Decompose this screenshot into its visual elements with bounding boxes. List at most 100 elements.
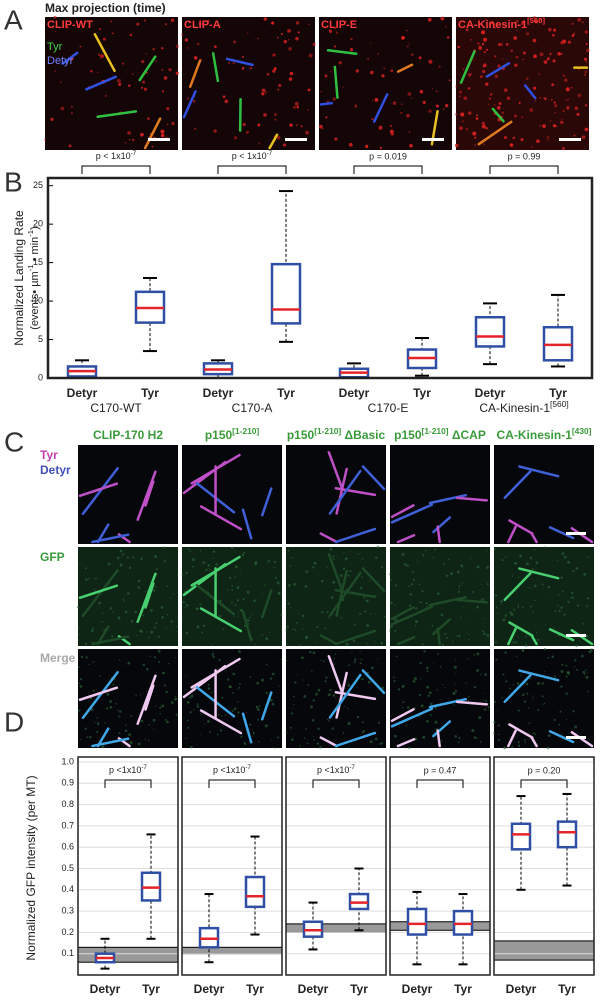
speckle [548, 27, 552, 32]
microtubule [507, 525, 517, 544]
speckle [159, 713, 162, 715]
speckle [518, 101, 521, 104]
y-tick-label: 15 [33, 257, 43, 267]
speckle [552, 59, 556, 63]
speckle [556, 560, 558, 562]
speckle [153, 728, 155, 730]
speckle [472, 131, 477, 136]
speckle [573, 33, 575, 35]
speckle [392, 676, 395, 679]
speckle [536, 139, 540, 143]
speckle [585, 669, 587, 672]
microtubule [319, 101, 334, 106]
speckle [529, 678, 531, 680]
text-segment: p150 [287, 428, 315, 442]
speckle [118, 82, 122, 87]
speckle [363, 596, 366, 599]
text-segment: • min [29, 237, 41, 265]
speckle [54, 70, 57, 72]
speckle [288, 77, 293, 81]
speckle [289, 123, 293, 127]
microtubule [91, 635, 130, 646]
speckle [442, 108, 445, 110]
column-title: p150[1-210] ΔCAP [394, 426, 486, 442]
speckle [86, 736, 89, 738]
speckle [575, 567, 579, 570]
speckle [50, 117, 54, 121]
speckle [483, 143, 485, 145]
speckle [500, 604, 502, 606]
speckle [374, 737, 378, 741]
speckle [92, 661, 95, 663]
y-tick-label: 0 [38, 372, 43, 382]
speckle [117, 616, 121, 620]
microtubule [428, 595, 467, 607]
speckle [90, 629, 94, 633]
speckle [533, 584, 537, 588]
microtubule [361, 669, 386, 695]
microtubule [182, 460, 227, 495]
speckle [370, 42, 372, 44]
bracket [217, 165, 287, 174]
speckle [494, 594, 498, 597]
image-label: CLIP-A [184, 19, 221, 31]
plot-bg [78, 757, 178, 975]
speckle [380, 641, 384, 645]
speckle [523, 700, 527, 703]
speckle [434, 548, 437, 551]
speckle [514, 561, 518, 565]
speckle [340, 616, 343, 619]
speckle [467, 623, 469, 625]
speckle [476, 669, 479, 672]
y-tick-label: 0.1 [61, 948, 74, 958]
speckle [229, 576, 232, 580]
speckle [348, 142, 353, 147]
micrograph [78, 547, 178, 646]
speckle [102, 37, 106, 41]
speckle [66, 26, 69, 29]
microtubule [144, 582, 155, 609]
speckle [347, 574, 350, 577]
speckle [576, 604, 579, 607]
speckle [239, 609, 243, 612]
speckle [500, 600, 503, 603]
speckle [324, 680, 327, 683]
speckle [186, 719, 189, 722]
speckle [512, 639, 515, 641]
speckle [554, 111, 557, 114]
speckle [420, 704, 424, 708]
speckle [481, 30, 486, 35]
speckle [390, 715, 392, 717]
speckle [308, 23, 310, 26]
speckle [493, 104, 496, 106]
scale-bar [566, 634, 586, 637]
speckle [584, 57, 587, 61]
speckle [129, 741, 133, 744]
superscript: -7 [349, 764, 355, 771]
speckle [381, 696, 383, 698]
row-label: Tyr [40, 448, 58, 462]
plot-bg [494, 757, 594, 975]
speckle [425, 602, 428, 605]
speckle [555, 125, 558, 127]
speckle [529, 95, 531, 97]
speckle [516, 29, 518, 31]
speckle [468, 634, 470, 636]
speckle [426, 670, 429, 673]
speckle [320, 579, 324, 583]
speckle [459, 616, 462, 619]
plot-bg [182, 757, 282, 975]
speckle [476, 737, 479, 739]
speckle [233, 40, 236, 44]
speckle [521, 649, 525, 653]
speckle [224, 99, 229, 104]
speckle [552, 28, 557, 32]
speckle [522, 51, 526, 55]
plot-frame [493, 756, 595, 976]
microtubule [328, 571, 362, 617]
speckle [202, 624, 206, 627]
speckle [365, 144, 369, 149]
speckle [132, 73, 134, 75]
speckle [402, 701, 405, 704]
speckle [562, 146, 565, 150]
